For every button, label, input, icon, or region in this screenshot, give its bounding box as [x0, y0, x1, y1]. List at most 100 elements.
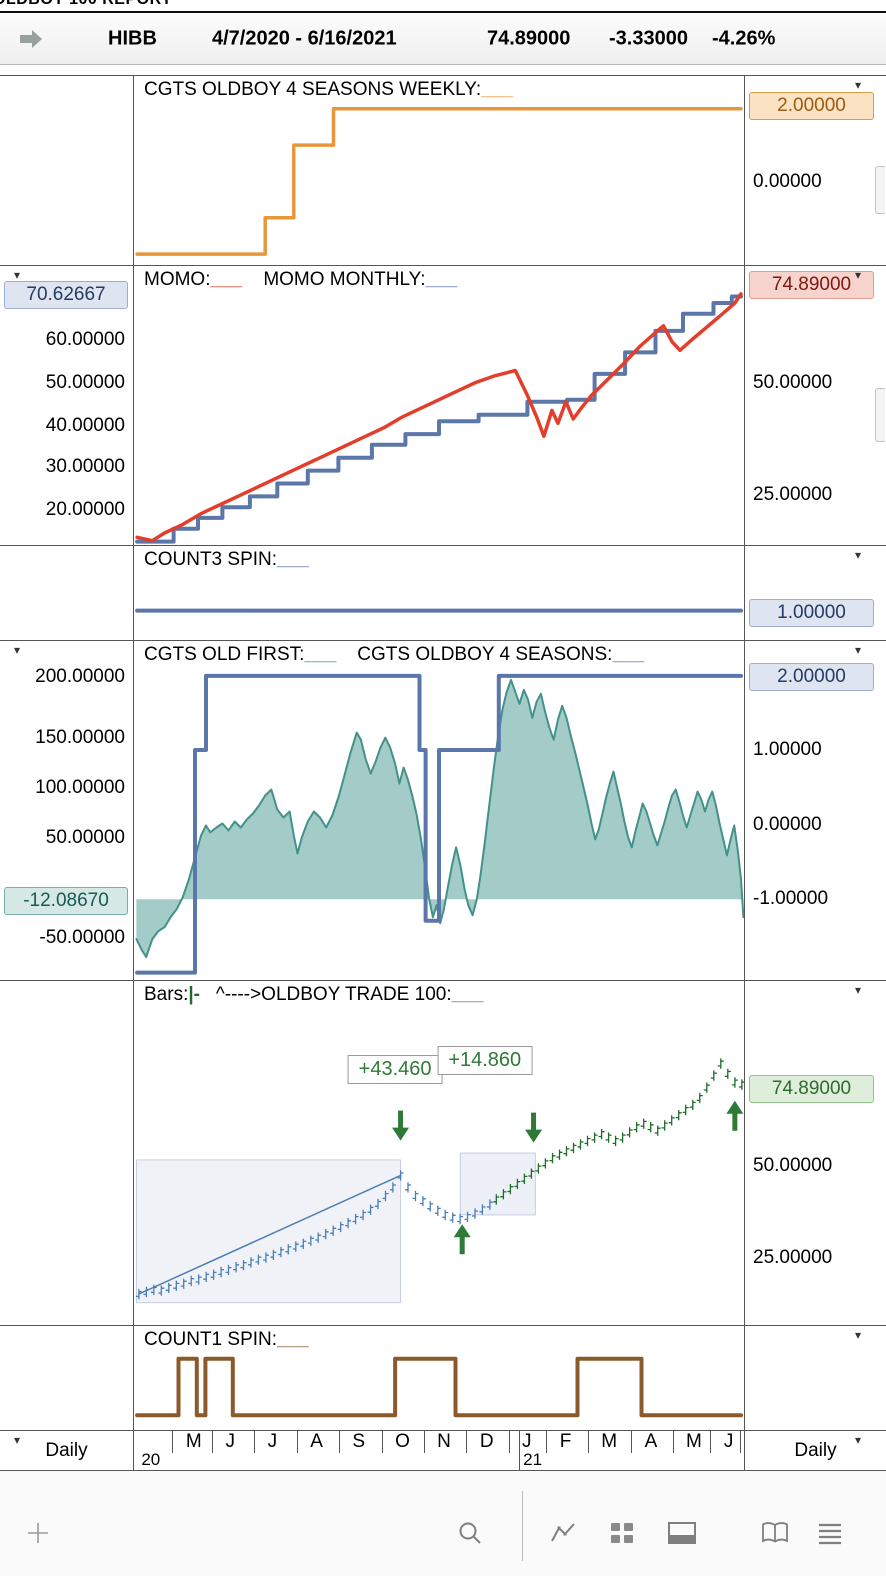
series-line [135, 673, 743, 975]
disclosure-triangle[interactable]: ▾ [855, 78, 862, 92]
disclosure-triangle[interactable]: ▾ [855, 268, 862, 282]
highlight-region [135, 1159, 402, 1304]
axis-label: -50.00000 [39, 927, 125, 948]
disclosure-triangle[interactable]: ▾ [855, 1328, 862, 1342]
axis-tick [423, 1431, 425, 1453]
axis-label: 1.00000 [753, 739, 822, 760]
price-bar [675, 1110, 682, 1121]
month-label: O [395, 1431, 410, 1452]
window-title-clipped: OLDBOY 100 REPORT [0, 0, 886, 13]
price-bar [262, 1252, 269, 1263]
axis-tick [172, 1431, 174, 1453]
price-bar [397, 1170, 404, 1181]
axis-tick [508, 1431, 510, 1453]
price-bar [654, 1125, 661, 1136]
price-bar [135, 1288, 142, 1300]
price-bar [389, 1182, 396, 1193]
left-axis-column [0, 546, 133, 640]
left-axis-column: 70.62667 60.00000 50.00000 40.00000 30.00000… [0, 266, 133, 545]
price-bar [285, 1244, 292, 1255]
panel-momo: 70.62667 60.00000 50.00000 40.00000 30.00000… [0, 265, 886, 545]
disclosure-triangle[interactable]: ▾ [14, 643, 21, 657]
scrollbar-tab[interactable] [875, 388, 885, 442]
year-label: 20 [141, 1450, 161, 1469]
price-bar [717, 1058, 724, 1069]
right-timeframe-selector[interactable]: Daily [745, 1431, 886, 1470]
price-bar [367, 1204, 374, 1215]
chart-canvas [135, 1356, 743, 1418]
magnifier-icon[interactable] [448, 1511, 492, 1555]
line-chart-icon[interactable] [541, 1511, 585, 1555]
disclosure-triangle[interactable]: ▾ [855, 1433, 862, 1447]
chart-canvas [135, 608, 743, 613]
month-label: A [644, 1431, 658, 1452]
axis-tick [739, 1431, 741, 1453]
series-line [135, 106, 743, 256]
price-bar [292, 1241, 299, 1252]
panel-title-part: ___ [451, 984, 484, 1005]
price-bar [591, 1132, 598, 1143]
price-bar [549, 1153, 556, 1164]
book-icon[interactable] [753, 1511, 797, 1555]
right-axis-column: 74.89000 50.00000 25.00000 [745, 266, 886, 545]
left-axis-column [0, 76, 133, 265]
disclosure-triangle[interactable]: ▾ [855, 548, 862, 562]
panel-title: COUNT1 SPIN:___ [144, 1329, 309, 1351]
price-bar [218, 1266, 225, 1278]
chart-area-cgts-old-first[interactable]: CGTS OLD FIRST:___ CGTS OLDBOY 4 SEASONS… [133, 641, 745, 980]
right-axis-column [745, 1326, 886, 1430]
forward-arrow-icon[interactable] [18, 28, 44, 50]
panel-count3-spin: COUNT3 SPIN:___ 1.00000 [0, 545, 886, 640]
month-label: S [352, 1431, 366, 1452]
axis-tick [710, 1431, 712, 1453]
panel-layout-icon[interactable] [660, 1511, 704, 1555]
left-axis-column: 200.00000 150.00000 100.00000 50.00000 -12.0… [0, 641, 133, 980]
axis-label: 1.00000 [749, 599, 874, 627]
menu-icon[interactable] [808, 1511, 852, 1555]
panel-title-part: Bars: [144, 984, 189, 1005]
panel-oldboy-4-seasons-weekly: CGTS OLDBOY 4 SEASONS WEEKLY:___ 2.00000… [0, 75, 886, 265]
panel-title: CGTS OLD FIRST:___ CGTS OLDBOY 4 SEASONS… [144, 644, 645, 666]
price-bar [542, 1158, 549, 1169]
price-bar [188, 1275, 195, 1287]
gain-annotation: +43.460 [347, 1054, 443, 1084]
scrollbar-tab[interactable] [875, 166, 885, 214]
chart-area-price-bars[interactable]: Bars:|- ^---->OLDBOY TRADE 100:___ +43.4… [133, 981, 745, 1325]
axis-label: 100.00000 [35, 777, 125, 798]
price-bar [360, 1209, 367, 1221]
chart-area-count3[interactable]: COUNT3 SPIN:___ [133, 546, 745, 640]
disclosure-triangle[interactable]: ▾ [855, 643, 862, 657]
month-label: A [310, 1431, 323, 1452]
month-label: M [601, 1431, 618, 1452]
axis-label: 0.00000 [753, 171, 822, 192]
month-axis: M J J A S O N D J F M A M J 20 21 [133, 1431, 745, 1470]
panel-title-part: COUNT1 SPIN: [144, 1329, 278, 1350]
panel-title-part: CGTS OLDBOY 4 SEASONS: [336, 644, 613, 665]
disclosure-triangle[interactable]: ▾ [14, 268, 21, 282]
series-line [135, 1356, 743, 1418]
price-bar [277, 1246, 284, 1258]
panel-price-bars: Bars:|- ^---->OLDBOY TRADE 100:___ +43.4… [0, 980, 886, 1325]
plus-icon[interactable] [16, 1511, 60, 1555]
price-bar [180, 1278, 187, 1289]
chart-area-momo[interactable]: MOMO:___ MOMO MONTHLY:___ [133, 266, 745, 545]
disclosure-triangle[interactable]: ▾ [855, 983, 862, 997]
month-label: J [267, 1431, 278, 1452]
price-bar [598, 1128, 605, 1140]
price-bar [247, 1257, 254, 1268]
price-bar [240, 1260, 247, 1271]
disclosure-triangle[interactable]: ▾ [14, 1433, 21, 1447]
left-timeframe-selector[interactable]: Daily [0, 1431, 133, 1470]
price-bar [405, 1182, 412, 1193]
price-bar [626, 1127, 633, 1138]
axis-tick [381, 1431, 383, 1453]
right-axis-column: 2.00000 1.00000 0.00000 -1.00000 [745, 641, 886, 980]
axis-label: 200.00000 [35, 666, 125, 687]
panel-title-part: ___ [425, 269, 458, 290]
buy-arrow-icon [726, 1100, 744, 1131]
chart-area-count1[interactable]: COUNT1 SPIN:___ [133, 1326, 745, 1430]
price-bar [173, 1280, 180, 1291]
chart-area-oldboy-weekly[interactable]: CGTS OLDBOY 4 SEASONS WEEKLY:___ [133, 76, 745, 265]
price-bar [507, 1184, 514, 1195]
grid-icon[interactable] [600, 1511, 644, 1555]
